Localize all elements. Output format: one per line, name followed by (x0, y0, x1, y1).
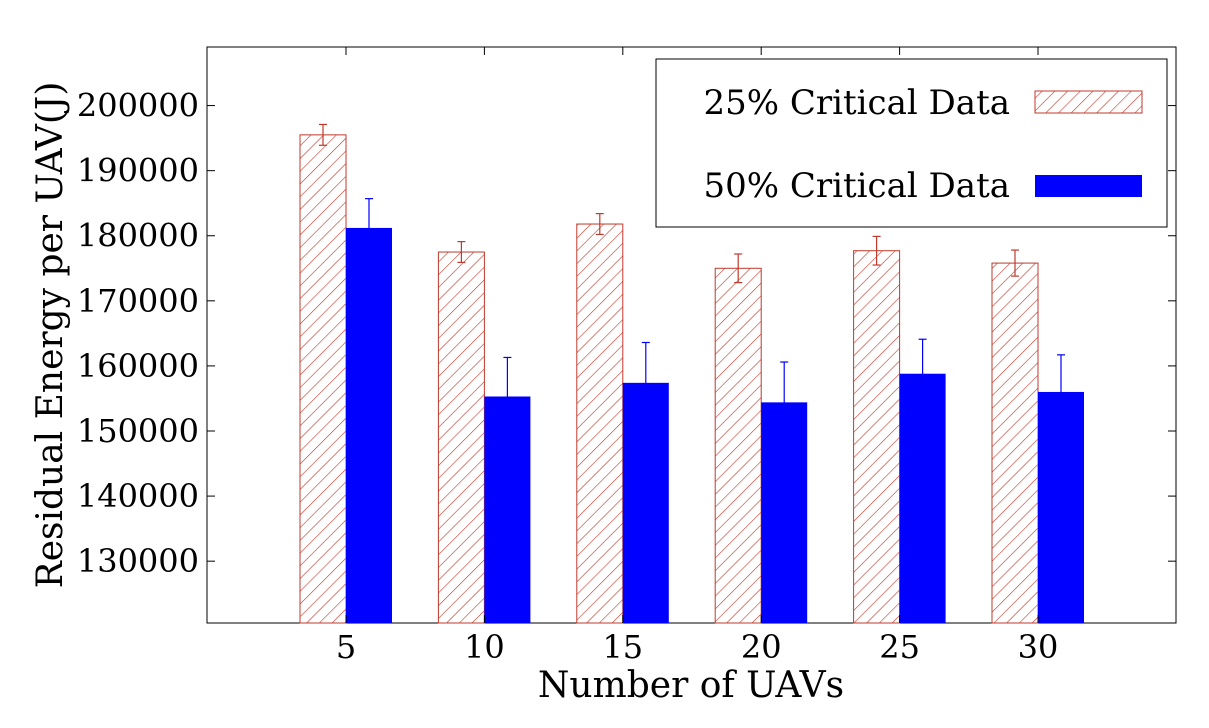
x-axis-label: Number of UAVs (538, 665, 844, 706)
x-tick-label: 10 (464, 628, 505, 666)
error-bar-25pct-5 (319, 123, 327, 146)
error-bar-50pct-15 (641, 341, 650, 424)
bar-25pct-30 (991, 262, 1039, 624)
bar-50pct-5 (346, 227, 392, 623)
error-bar-50pct-25 (918, 338, 927, 409)
y-tick-label: 130000 (77, 542, 199, 580)
bar-25pct-5 (299, 134, 347, 624)
x-tick-label: 30 (1018, 628, 1059, 666)
error-bar-25pct-25 (872, 235, 881, 266)
x-tick-label: 15 (602, 628, 643, 666)
y-axis-ticks: 130000 140000 150000 160000 170000 180000 1900… (77, 87, 1176, 580)
y-tick-label: 140000 (77, 477, 199, 515)
error-bar-25pct-15 (595, 213, 604, 236)
error-bar-50pct-5 (365, 198, 373, 258)
y-axis-label: Residual Energy per UAV(J) (30, 82, 71, 589)
legend-label-50: 50% Critical Data (703, 166, 1010, 206)
error-bar-25pct-30 (1011, 249, 1019, 277)
legend-swatch-25 (1034, 90, 1143, 114)
y-tick-label: 160000 (77, 347, 199, 385)
bar-25pct-20 (714, 267, 762, 624)
y-tick-label: 190000 (77, 152, 199, 190)
bar-25pct-15 (576, 223, 624, 624)
error-bars-group (319, 123, 1065, 444)
bar-50pct-25 (899, 373, 946, 623)
error-bar-50pct-30 (1057, 354, 1065, 430)
y-tick-label: 170000 (77, 282, 199, 320)
x-tick-label: 20 (741, 628, 782, 666)
x-tick-label: 5 (336, 628, 356, 666)
legend-label-25: 25% Critical Data (703, 83, 1010, 123)
error-bar-50pct-20 (780, 361, 789, 444)
y-tick-label: 180000 (77, 217, 199, 255)
error-bar-25pct-10 (457, 241, 466, 264)
legend-swatch-50 (1035, 175, 1142, 197)
y-tick-label: 150000 (77, 412, 199, 450)
error-bar-25pct-20 (734, 253, 743, 284)
x-axis-ticks: 5 10 15 20 25 30 (336, 47, 1059, 666)
bar-50pct-30 (1038, 391, 1084, 623)
legend-box (655, 58, 1168, 228)
error-bar-50pct-10 (503, 356, 512, 437)
bar-25pct-25 (853, 250, 901, 624)
bars-group (299, 134, 1084, 624)
y-tick-label: 200000 (77, 87, 199, 125)
x-tick-label: 25 (879, 628, 920, 666)
bar-25pct-10 (437, 251, 485, 624)
legend: 25% Critical Data 50% Critical Data (655, 58, 1168, 228)
